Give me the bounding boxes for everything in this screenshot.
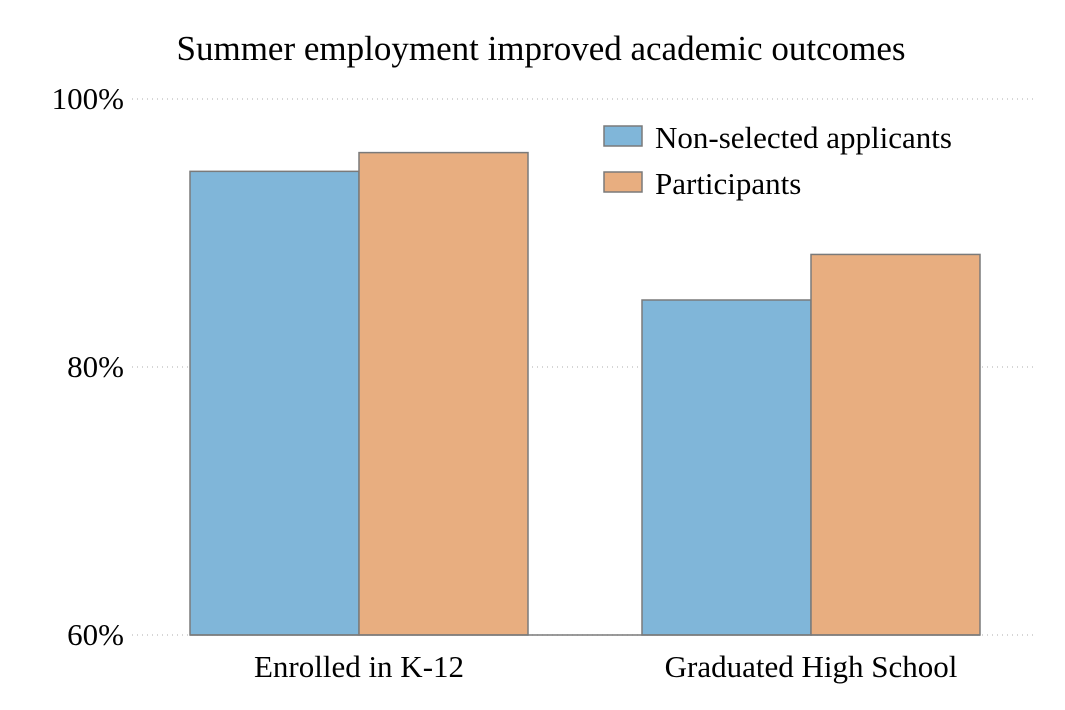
bar: [358, 151, 529, 636]
axes: 60% 80% 100% Enrolled in K-12 Graduated High…: [52, 81, 980, 684]
bar: [189, 170, 360, 636]
legend-swatch: [603, 171, 643, 193]
chart-title: Summer employment improved academic outc…: [177, 29, 906, 68]
bar: [641, 299, 812, 636]
x-tick-label: Graduated High School: [665, 649, 958, 684]
legend: Non-selected applicants Participants: [603, 120, 952, 201]
legend-label: Non-selected applicants: [655, 120, 952, 155]
legend-label: Participants: [655, 166, 801, 201]
y-tick-label: 100%: [52, 81, 124, 116]
y-tick-label: 80%: [67, 349, 124, 384]
x-tick-label: Enrolled in K-12: [254, 649, 464, 684]
bar: [810, 253, 981, 636]
legend-swatch: [603, 125, 643, 147]
bars: [189, 151, 981, 636]
y-tick-label: 60%: [67, 617, 124, 652]
